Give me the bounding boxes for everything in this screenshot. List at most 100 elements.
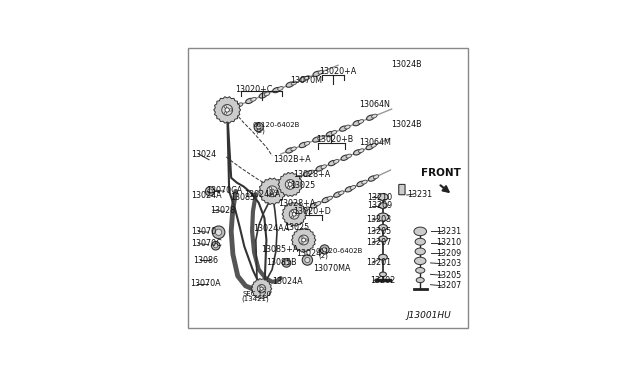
Ellipse shape (286, 82, 294, 87)
Ellipse shape (308, 170, 314, 174)
Ellipse shape (379, 225, 387, 230)
Polygon shape (282, 202, 307, 226)
Ellipse shape (346, 154, 351, 158)
Ellipse shape (318, 136, 323, 140)
Ellipse shape (345, 187, 353, 192)
Text: 13024: 13024 (296, 248, 321, 258)
Circle shape (305, 257, 310, 263)
Circle shape (224, 112, 227, 114)
Text: 13070MA: 13070MA (313, 264, 351, 273)
Text: 13064M: 13064M (359, 138, 391, 147)
Circle shape (302, 255, 312, 265)
Text: 13070: 13070 (191, 227, 216, 236)
Text: 13207: 13207 (366, 238, 391, 247)
Circle shape (292, 183, 294, 186)
Text: 13209: 13209 (367, 201, 392, 210)
Circle shape (211, 241, 220, 250)
Ellipse shape (373, 175, 379, 179)
Text: 13210: 13210 (367, 193, 392, 202)
Ellipse shape (264, 92, 269, 96)
Circle shape (225, 108, 229, 112)
Ellipse shape (415, 248, 426, 255)
Ellipse shape (353, 121, 361, 126)
Ellipse shape (310, 203, 318, 208)
Circle shape (284, 261, 289, 265)
Ellipse shape (259, 93, 267, 98)
Ellipse shape (415, 238, 426, 245)
Ellipse shape (366, 144, 374, 150)
Ellipse shape (251, 97, 256, 101)
Circle shape (264, 288, 265, 290)
Text: 13085B: 13085B (266, 259, 297, 267)
Text: 13231: 13231 (407, 190, 432, 199)
Ellipse shape (345, 125, 350, 129)
Text: 13231: 13231 (436, 227, 461, 236)
Ellipse shape (339, 191, 344, 195)
Circle shape (287, 180, 290, 183)
Ellipse shape (304, 141, 310, 145)
Circle shape (214, 244, 218, 248)
Text: 13020+D: 13020+D (293, 207, 331, 216)
Text: 13024A: 13024A (272, 277, 303, 286)
Ellipse shape (296, 176, 301, 179)
Text: J13001HU: J13001HU (406, 311, 451, 320)
Ellipse shape (273, 87, 280, 93)
Circle shape (288, 182, 292, 186)
Ellipse shape (313, 137, 321, 142)
Ellipse shape (321, 165, 326, 169)
Text: 13028+A: 13028+A (278, 199, 315, 208)
Ellipse shape (379, 254, 387, 260)
Circle shape (291, 210, 294, 212)
Text: 13070A: 13070A (190, 279, 221, 288)
Text: 13025: 13025 (290, 181, 316, 190)
Ellipse shape (318, 70, 324, 74)
Ellipse shape (378, 193, 388, 201)
Text: 13203: 13203 (436, 259, 461, 268)
Ellipse shape (328, 160, 336, 166)
Ellipse shape (358, 120, 364, 124)
Circle shape (205, 187, 214, 196)
Text: SEC.120: SEC.120 (243, 291, 272, 298)
Text: 13024: 13024 (191, 150, 216, 158)
Circle shape (299, 235, 308, 245)
Ellipse shape (291, 81, 296, 85)
Text: 13070M: 13070M (290, 76, 322, 85)
Circle shape (301, 238, 306, 242)
Text: 13070C: 13070C (191, 239, 222, 248)
Circle shape (230, 109, 232, 111)
Polygon shape (291, 228, 316, 252)
Text: 13086: 13086 (193, 256, 218, 264)
Text: 13024B: 13024B (391, 60, 422, 69)
Ellipse shape (415, 257, 426, 264)
Ellipse shape (313, 71, 321, 76)
Ellipse shape (369, 176, 376, 181)
Text: 13024A: 13024A (191, 191, 221, 201)
Ellipse shape (371, 144, 376, 147)
Ellipse shape (367, 115, 374, 120)
Text: 13025: 13025 (284, 223, 310, 232)
Text: 13064N: 13064N (359, 100, 390, 109)
Ellipse shape (380, 272, 387, 277)
Ellipse shape (246, 98, 253, 103)
Ellipse shape (237, 103, 243, 107)
Ellipse shape (416, 278, 424, 283)
Circle shape (257, 285, 266, 293)
Ellipse shape (232, 104, 240, 109)
Ellipse shape (332, 131, 337, 134)
Polygon shape (252, 279, 272, 299)
Ellipse shape (379, 203, 387, 208)
Ellipse shape (316, 202, 321, 205)
Circle shape (267, 186, 278, 197)
Circle shape (291, 216, 294, 218)
Circle shape (270, 189, 275, 193)
Circle shape (208, 189, 212, 193)
Ellipse shape (372, 114, 377, 118)
Text: 13028: 13028 (210, 206, 235, 215)
Ellipse shape (414, 227, 426, 236)
Ellipse shape (300, 77, 307, 82)
Text: 13024AA: 13024AA (253, 224, 289, 233)
Circle shape (301, 236, 303, 238)
Ellipse shape (286, 148, 293, 153)
Text: 13070CA: 13070CA (206, 186, 243, 195)
Ellipse shape (326, 131, 334, 137)
